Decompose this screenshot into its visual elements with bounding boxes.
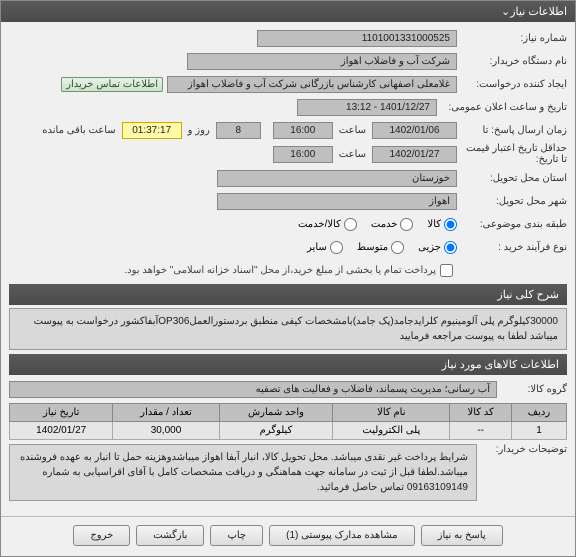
cell-qty: 30,000 [113, 422, 219, 440]
radio-both[interactable]: کالا/خدمت [298, 218, 357, 231]
cell-unit: کیلوگرم [219, 422, 333, 440]
button-bar: پاسخ به نیاز مشاهده مدارک پیوستی (1) چاپ… [1, 516, 575, 554]
group-label: گروه کالا: [497, 384, 567, 395]
radio-goods[interactable]: کالا [427, 218, 457, 231]
cell-index: 1 [512, 422, 567, 440]
radio-other[interactable]: سایر [307, 241, 343, 254]
radio-goods-input[interactable] [444, 218, 457, 231]
print-button[interactable]: چاپ [210, 525, 263, 546]
exit-button[interactable]: خروج [73, 525, 130, 546]
window-title: اطلاعات نیاز [510, 5, 567, 18]
deadline-time: 16:00 [273, 122, 333, 139]
deadline-label: زمان ارسال پاسخ: تا [457, 125, 567, 136]
time-word-1: ساعت [333, 125, 372, 136]
deadline-date: 1402/01/06 [372, 122, 457, 139]
back-button[interactable]: بازگشت [136, 525, 204, 546]
form-content: شماره نیاز: 1101001331000525 نام دستگاه … [1, 22, 575, 510]
col-date: تاریخ نیاز [10, 404, 113, 422]
col-unit: واحد شمارش [219, 404, 333, 422]
validity-label: حداقل تاریخ اعتبار قیمت تا تاریخ: [457, 143, 567, 165]
col-qty: تعداد / مقدار [113, 404, 219, 422]
org-value: شرکت آب و فاضلاب اهواز [187, 53, 457, 70]
province-value: خوزستان [217, 170, 457, 187]
table-row[interactable]: 1 -- پلی الکترولیت کیلوگرم 30,000 1402/0… [10, 422, 567, 440]
section-goods-header: اطلاعات کالاهای مورد نیاز [9, 354, 567, 375]
paynote-checkbox[interactable] [440, 264, 453, 277]
org-label: نام دستگاه خریدار: [457, 56, 567, 67]
goods-table: ردیف کد کالا نام کالا واحد شمارش تعداد /… [9, 403, 567, 440]
radio-medium-input[interactable] [391, 241, 404, 254]
radio-other-input[interactable] [330, 241, 343, 254]
respond-button[interactable]: پاسخ به نیاز [421, 525, 503, 546]
province-label: استان محل تحویل: [457, 173, 567, 184]
remain-suffix: ساعت باقی مانده [36, 125, 121, 136]
buyer-note-text: شرایط پرداخت غیر نقدی میباشد. محل تحویل … [9, 444, 477, 501]
radio-small[interactable]: جزیی [418, 241, 457, 254]
col-index: ردیف [512, 404, 567, 422]
radio-service[interactable]: خدمت [371, 218, 414, 231]
cell-code: -- [450, 422, 512, 440]
need-info-window: اطلاعات نیاز ⌄ شماره نیاز: 1101001331000… [0, 0, 576, 557]
validity-date: 1402/01/27 [372, 146, 457, 163]
need-number-value: 1101001331000525 [257, 30, 457, 47]
table-header-row: ردیف کد کالا نام کالا واحد شمارش تعداد /… [10, 404, 567, 422]
radio-medium[interactable]: متوسط [357, 241, 404, 254]
radio-small-input[interactable] [444, 241, 457, 254]
category-label: طبقه بندی موضوعی: [457, 219, 567, 230]
buyer-note-label: توضیحات خریدار: [477, 444, 567, 455]
publish-value: 1401/12/27 - 13:12 [297, 99, 437, 116]
attachments-button[interactable]: مشاهده مدارک پیوستی (1) [269, 525, 415, 546]
need-number-label: شماره نیاز: [457, 33, 567, 44]
creator-label: ایجاد کننده درخواست: [457, 79, 567, 90]
buytype-radios: جزیی متوسط سایر [307, 241, 457, 254]
need-description: 30000کیلوگرم پلی آلومینیوم کلرایدجامد(پک… [9, 308, 567, 350]
collapse-icon[interactable]: ⌄ [501, 5, 510, 18]
paynote-text: پرداخت تمام یا بخشی از مبلغ خرید،از محل … [124, 265, 436, 276]
remaining-time: 01:37:17 [122, 122, 182, 139]
validity-time: 16:00 [273, 146, 333, 163]
remaining-days: 8 [216, 122, 261, 139]
city-label: شهر محل تحویل: [457, 196, 567, 207]
city-value: اهواز [217, 193, 457, 210]
days-word: روز و [182, 125, 216, 136]
cell-date: 1402/01/27 [10, 422, 113, 440]
cell-item-name: پلی الکترولیت [333, 422, 450, 440]
group-value: آب رسانی؛ مدیریت پسماند، فاضلاب و فعالیت… [9, 381, 497, 398]
category-radios: کالا خدمت کالا/خدمت [298, 218, 457, 231]
col-name: نام کالا [333, 404, 450, 422]
section-need-header: شرح کلی نیاز [9, 284, 567, 305]
radio-both-input[interactable] [344, 218, 357, 231]
col-code: کد کالا [450, 404, 512, 422]
publish-label: تاریخ و ساعت اعلان عمومی: [437, 102, 567, 113]
contact-button[interactable]: اطلاعات تماس خریدار [61, 77, 163, 92]
buytype-label: نوع فرآیند خرید : [457, 242, 567, 253]
window-titlebar: اطلاعات نیاز ⌄ [1, 1, 575, 22]
creator-value: غلامعلی اصفهانی کارشناس بازرگانی شرکت آب… [167, 76, 457, 93]
time-word-2: ساعت [333, 149, 372, 160]
radio-service-input[interactable] [400, 218, 413, 231]
